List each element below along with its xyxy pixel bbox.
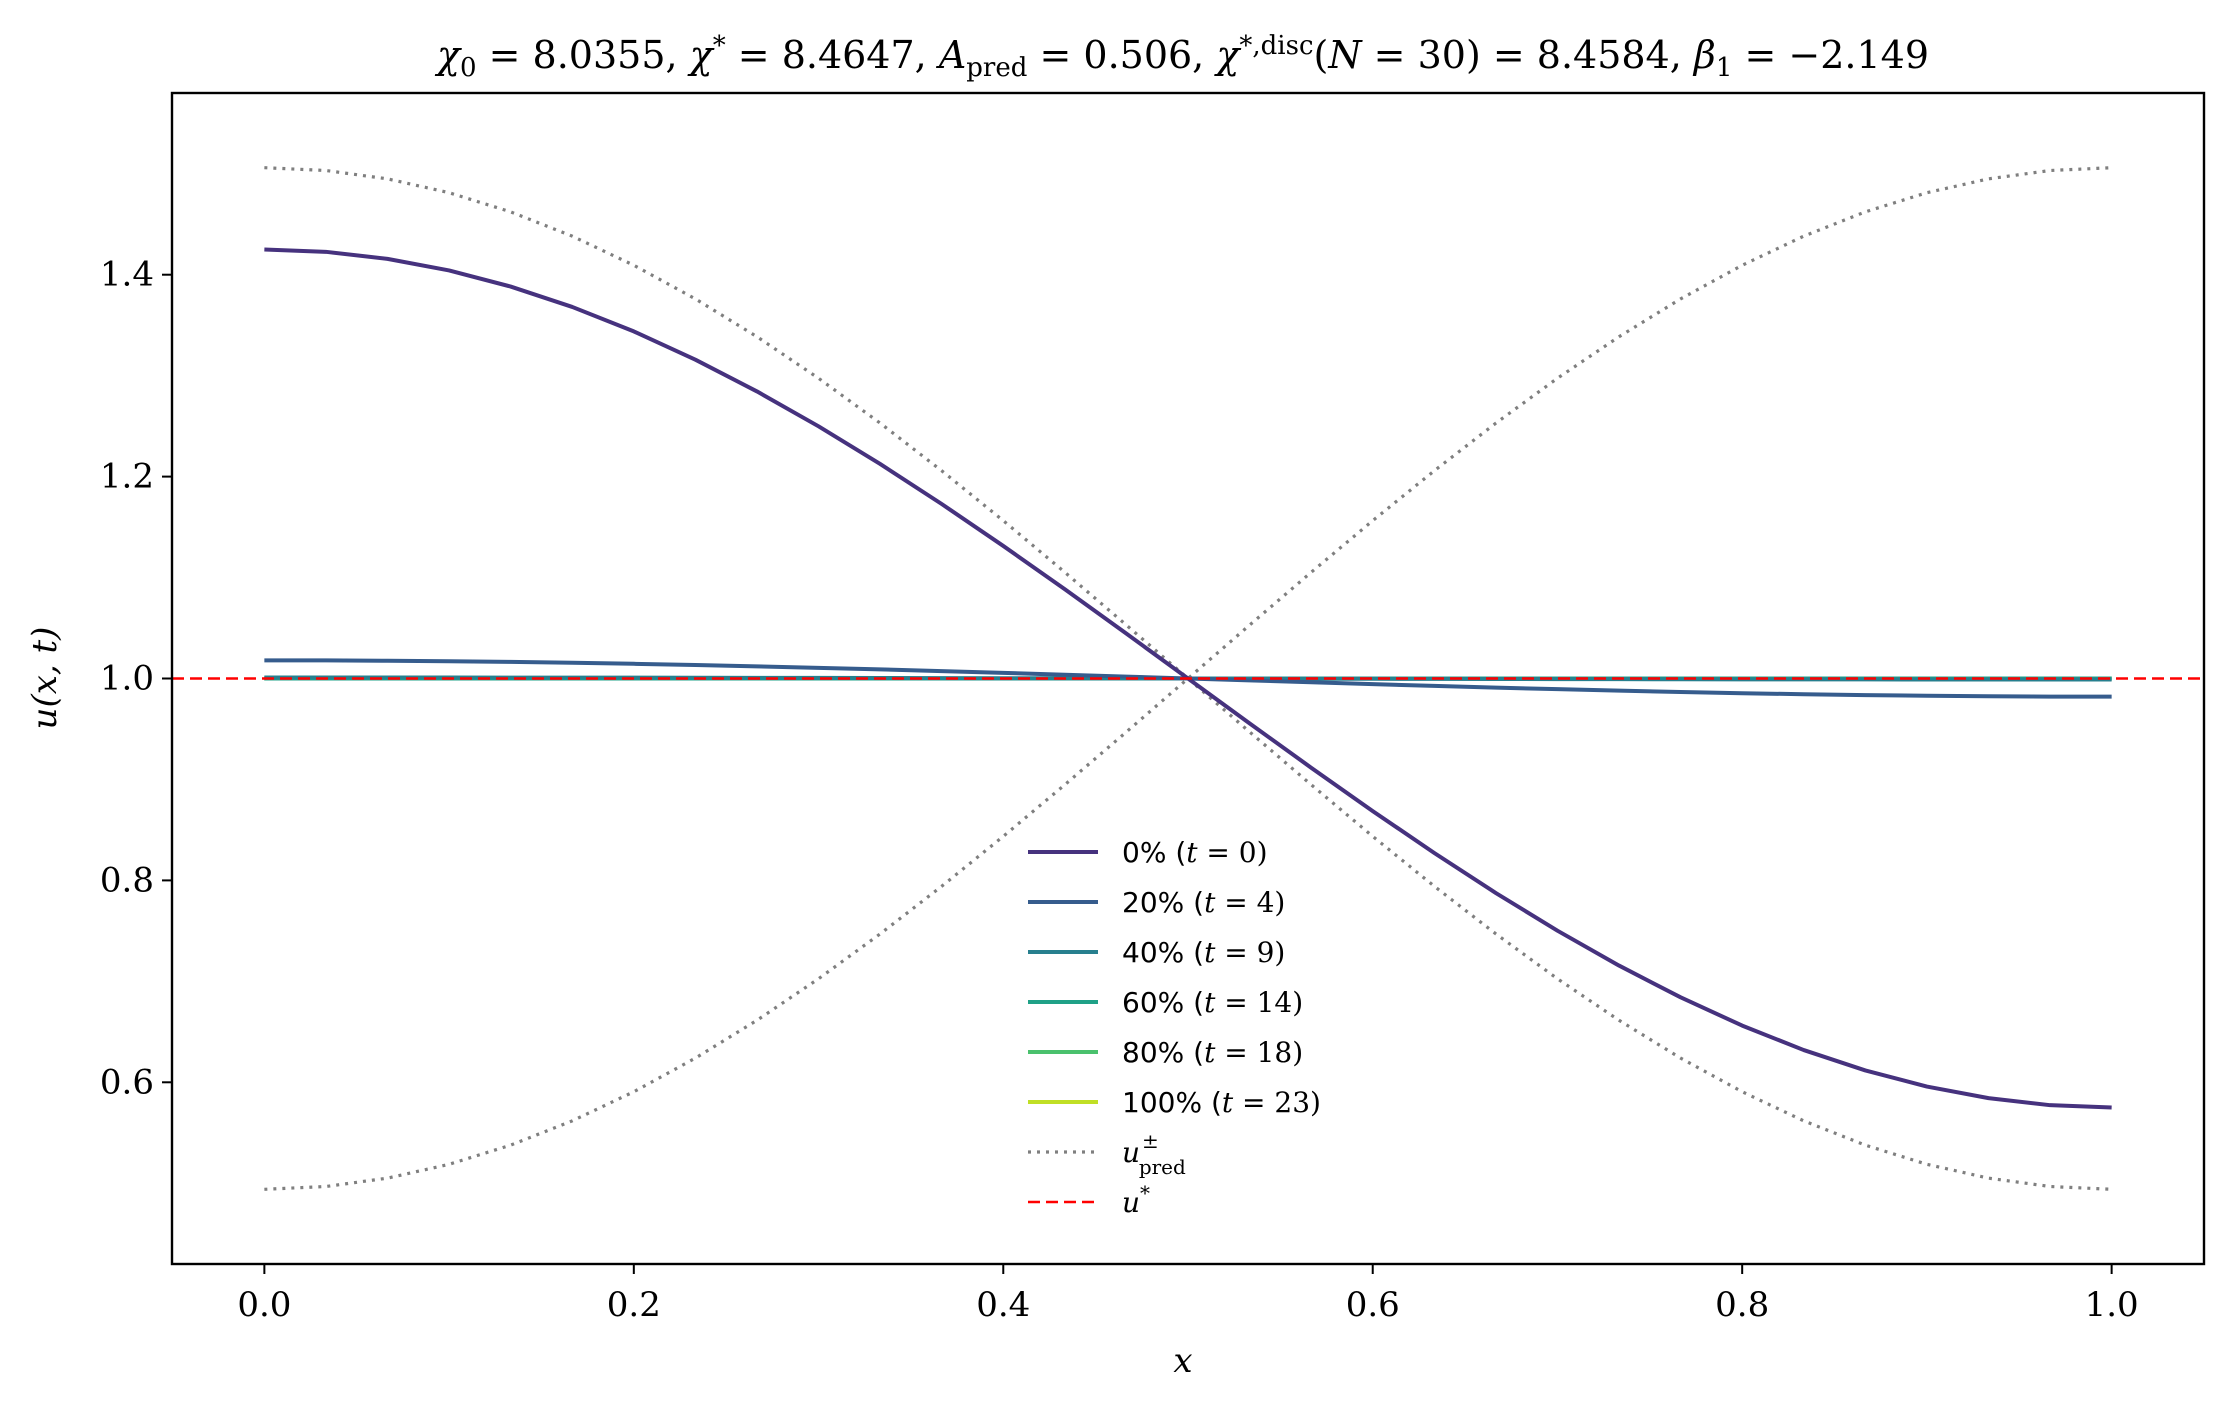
y-tick-label: 0.8 — [100, 860, 154, 900]
legend-label-1: 20% (t = 4) — [1122, 886, 1285, 919]
x-tick-label: 1.0 — [2085, 1285, 2139, 1325]
y-tick-label: 0.6 — [100, 1062, 154, 1102]
chart-title: χ0 = 8.0355, χ* = 8.4647, Apred = 0.506,… — [434, 31, 1929, 83]
y-axis: 0.6 0.8 1.0 1.2 1.4 — [100, 255, 172, 1102]
y-axis-label: u(x, t) — [25, 627, 65, 730]
series-line-u-pred-plus — [264, 166, 2112, 1191]
legend-label-6: u ± pred — [1122, 1129, 1186, 1179]
y-tick-label: 1.4 — [100, 255, 154, 295]
x-axis-label: x — [1173, 1341, 1192, 1381]
plot-area — [170, 91, 2206, 1266]
legend-label-5: 100% (t = 23) — [1122, 1086, 1321, 1119]
x-tick-label: 0.8 — [1715, 1285, 1769, 1325]
x-tick-label: 0.2 — [607, 1285, 661, 1325]
x-tick-label: 0.6 — [1346, 1285, 1400, 1325]
x-axis: 0.0 0.2 0.4 0.6 0.8 1.0 — [237, 1264, 2139, 1325]
legend-label-7: u* — [1122, 1181, 1150, 1219]
y-tick-label: 1.0 — [100, 659, 154, 699]
legend: 0% (t = 0) 20% (t = 4) 40% (t = 9) 60% (t =… — [1028, 836, 1321, 1219]
series-line-u-pred-minus — [264, 166, 2112, 1191]
legend-label-2: 40% (t = 9) — [1122, 936, 1285, 969]
x-tick-label: 0.4 — [976, 1285, 1030, 1325]
y-tick-label: 1.2 — [100, 457, 154, 497]
legend-label-0: 0% (t = 0) — [1122, 836, 1268, 869]
legend-label-4: 80% (t = 18) — [1122, 1036, 1303, 1069]
legend-label-3: 60% (t = 14) — [1122, 986, 1303, 1019]
x-tick-label: 0.0 — [237, 1285, 291, 1325]
